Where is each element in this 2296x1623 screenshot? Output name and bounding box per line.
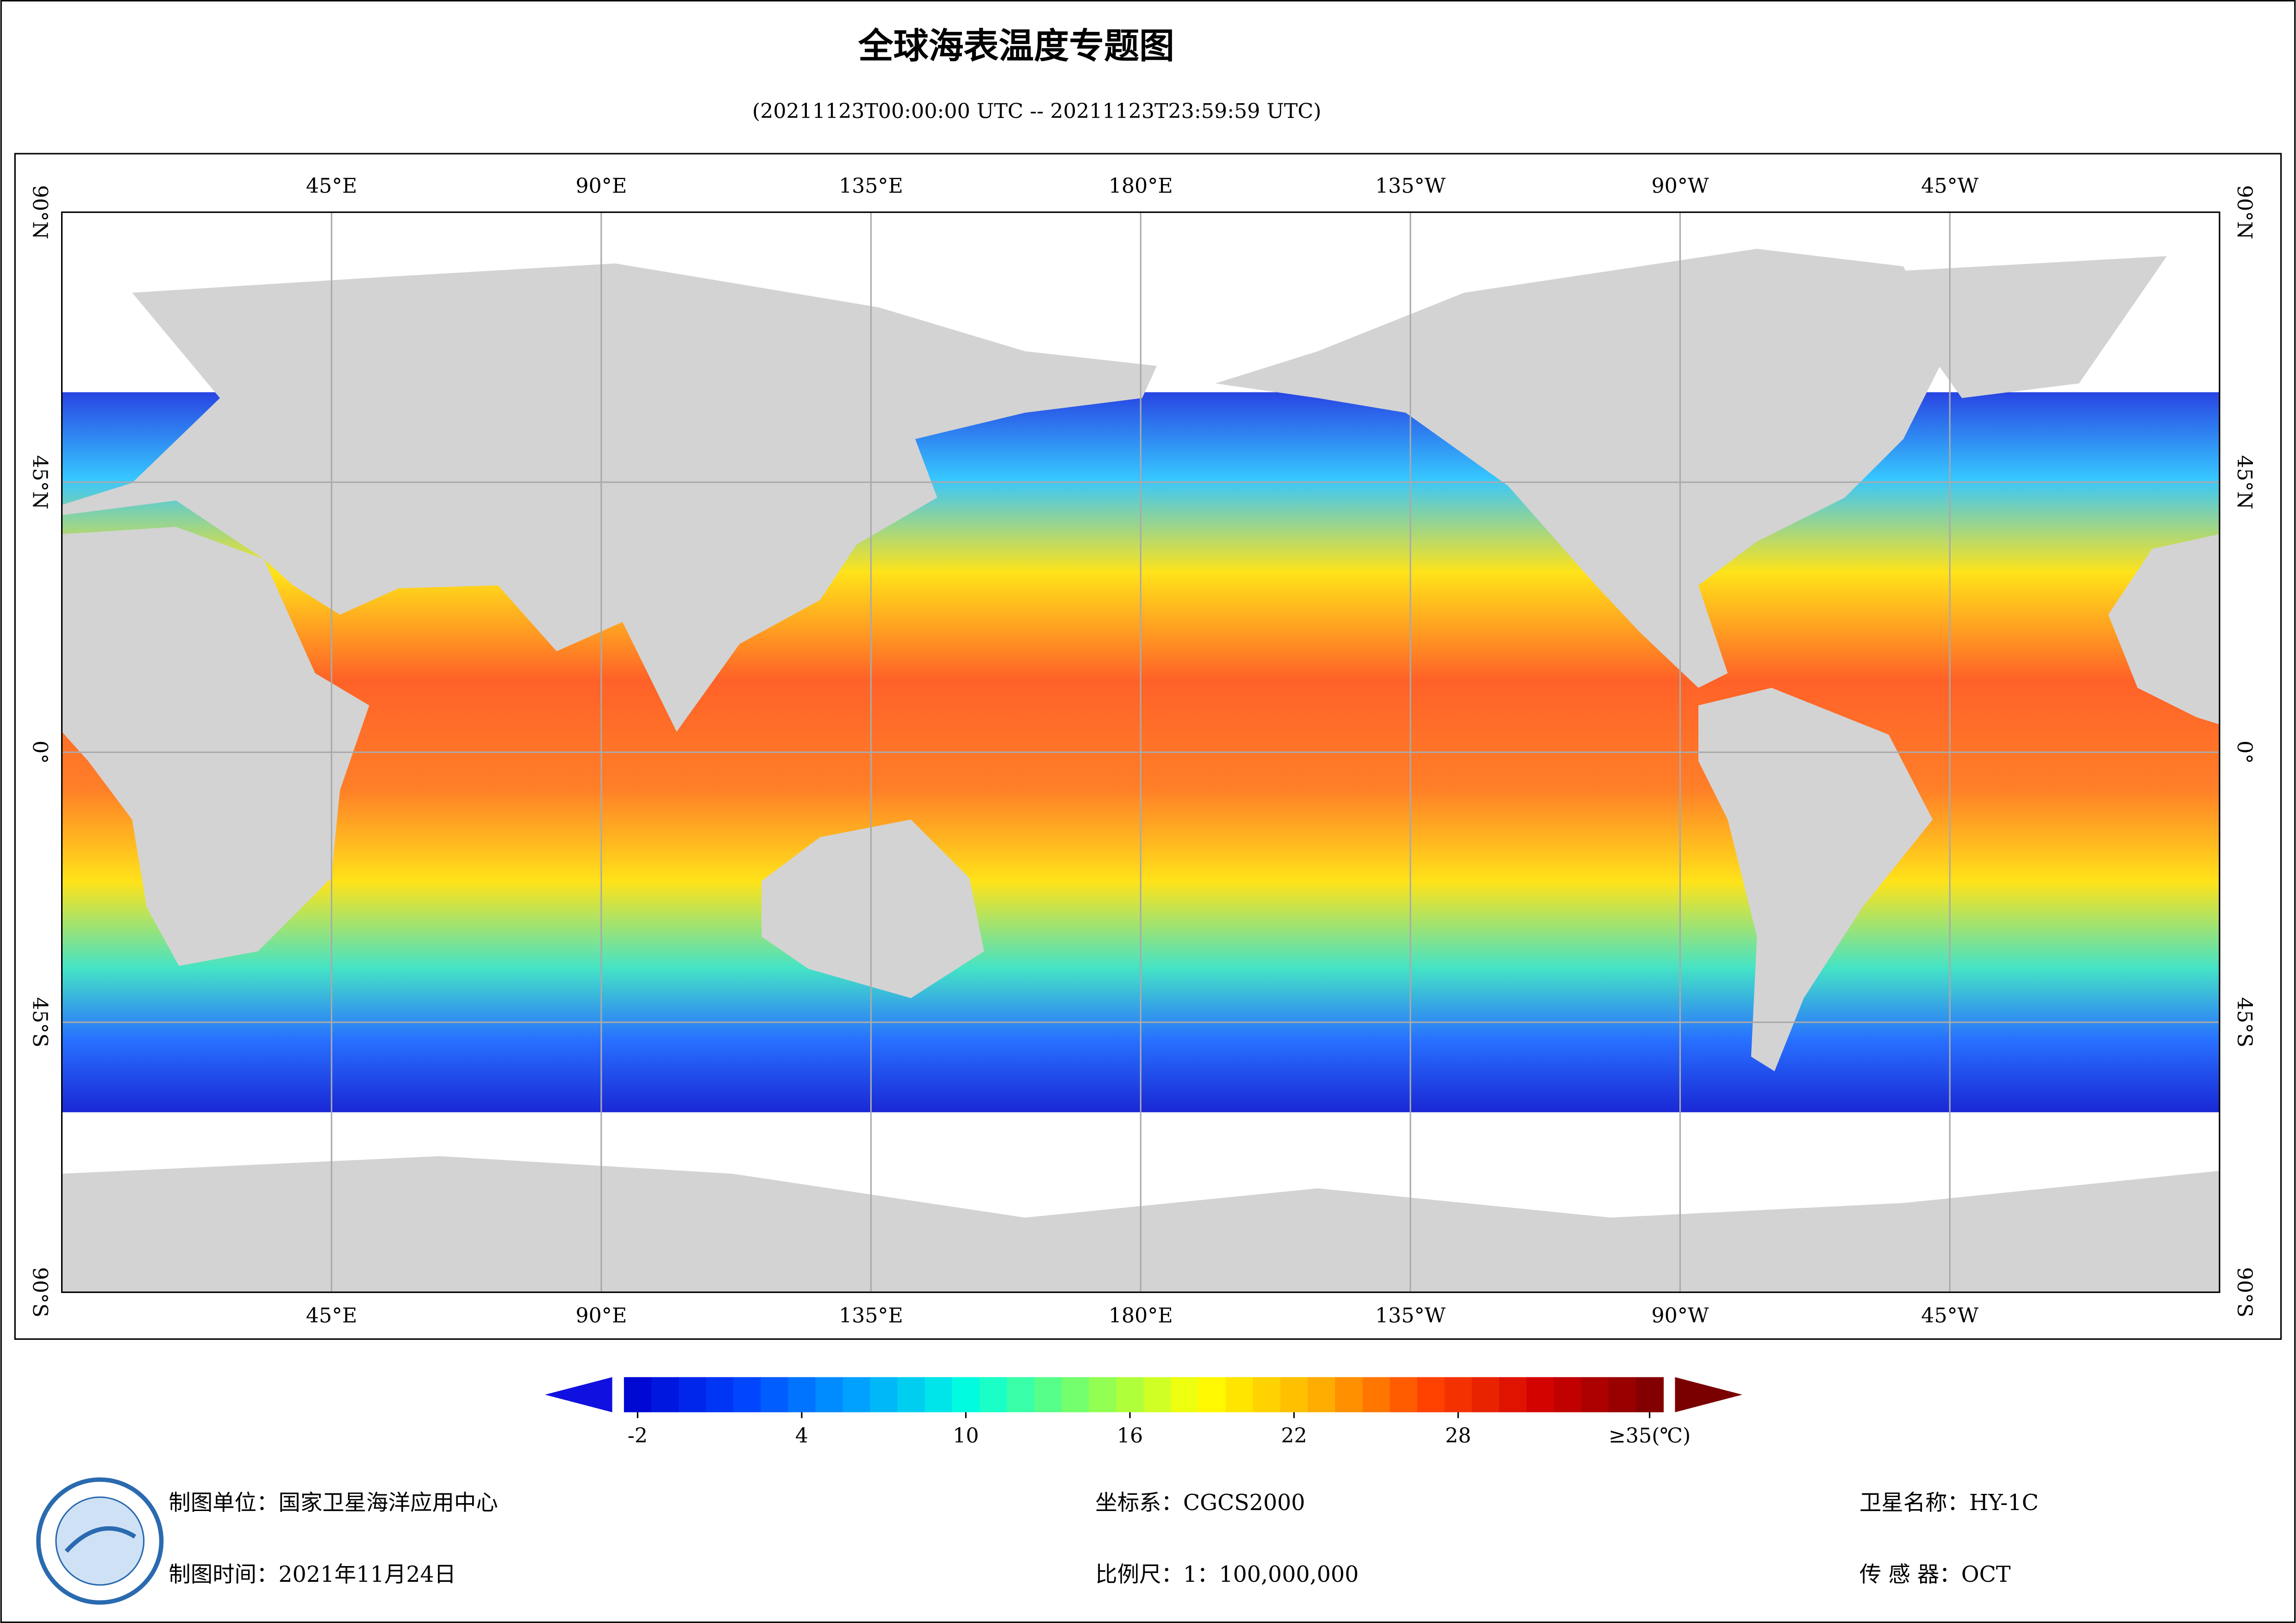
colorbar-swatch (870, 1377, 898, 1412)
colorbar-swatch (1526, 1377, 1554, 1412)
colorbar-tick-label: 4 (795, 1424, 808, 1448)
colorbar-swatch (924, 1377, 953, 1412)
colorbar-swatch (815, 1377, 843, 1412)
colorbar-swatch (897, 1377, 925, 1412)
x-tick-label: 90°E (575, 174, 627, 198)
y-tick-label: 90°N (28, 185, 51, 239)
colorbar-swatch (842, 1377, 871, 1412)
colorbar-swatch (980, 1377, 1008, 1412)
x-tick-label: 45°W (1921, 174, 1978, 198)
subtitle: (20211123T00:00:00 UTC -- 20211123T23:59… (752, 99, 1321, 123)
colorbar-swatch (1608, 1377, 1636, 1412)
land-north-america (1215, 249, 1947, 688)
x-tick-label-bottom: 45°E (306, 1304, 357, 1328)
colorbar-tick-label: 16 (1117, 1424, 1143, 1448)
colorbar-swatch (651, 1377, 680, 1412)
colorbar-swatch (1034, 1377, 1062, 1412)
date: 制图时间：2021年11月24日 (168, 1562, 456, 1587)
sensor: 传 感 器：OCT (1859, 1562, 2011, 1587)
map-frame (14, 153, 2282, 1340)
colorbar-swatch (1554, 1377, 1582, 1412)
y-tick-label: 45°S (28, 997, 51, 1047)
land-greenland (1903, 256, 2167, 398)
x-tick-label: 135°W (1375, 174, 1446, 198)
colorbar-swatch (788, 1377, 816, 1412)
colorbar-swatch (1225, 1377, 1254, 1412)
colorbar-over-arrow (1675, 1377, 1742, 1412)
colorbar-tick-label: 28 (1445, 1424, 1471, 1448)
colorbar-swatch (1061, 1377, 1090, 1412)
colorbar-swatch (1007, 1377, 1035, 1412)
colorbar-swatch (1417, 1377, 1445, 1412)
colorbar-tick-label: 22 (1281, 1424, 1307, 1448)
colorbar-swatch (1198, 1377, 1226, 1412)
x-tick-label-bottom: 135°W (1375, 1304, 1446, 1328)
colorbar-swatch (1280, 1377, 1308, 1412)
x-tick-label: 180°E (1109, 174, 1173, 198)
y-tick-label-right: 90°N (2233, 185, 2256, 239)
producer: 制图单位：国家卫星海洋应用中心 (168, 1490, 498, 1516)
colorbar-swatch (1636, 1377, 1664, 1412)
colorbar-swatch (1171, 1377, 1199, 1412)
colorbar-swatch (1581, 1377, 1609, 1412)
land-australia (761, 819, 984, 998)
x-tick-label: 135°E (839, 174, 903, 198)
colorbar-swatch (952, 1377, 980, 1412)
colorbar-swatch (1089, 1377, 1117, 1412)
x-tick-label-bottom: 180°E (1109, 1304, 1173, 1328)
colorbar-tick-label: -2 (628, 1424, 648, 1448)
colorbar-swatch (761, 1377, 789, 1412)
scale: 比例尺：1：100,000,000 (1095, 1562, 1359, 1587)
colorbar-tick-label: 10 (953, 1424, 979, 1448)
colorbar-swatch (679, 1377, 707, 1412)
colorbar-swatch (1308, 1377, 1336, 1412)
colorbar-tick-label: ≥35(℃) (1609, 1424, 1691, 1448)
logo (36, 1477, 164, 1605)
crs: 坐标系：CGCS2000 (1095, 1490, 1305, 1516)
y-tick-label: 90°S (28, 1267, 51, 1318)
map-border (61, 211, 2221, 1293)
colorbar-swatch (1472, 1377, 1500, 1412)
y-tick-label-right: 0° (2233, 740, 2256, 764)
map (61, 211, 2221, 1293)
colorbar-swatch (1362, 1377, 1391, 1412)
colorbar-swatch (1335, 1377, 1363, 1412)
land-south-america (1698, 688, 1933, 1071)
land-eurasia (62, 263, 1157, 732)
colorbar-swatch (1253, 1377, 1281, 1412)
colorbar-swatch (1390, 1377, 1418, 1412)
colorbar-swatch (1444, 1377, 1472, 1412)
satellite: 卫星名称：HY-1C (1859, 1490, 2039, 1516)
y-tick-label: 0° (28, 740, 51, 764)
x-tick-label-bottom: 45°W (1921, 1304, 1978, 1328)
colorbar-swatch (1143, 1377, 1172, 1412)
y-tick-label-right: 45°N (2233, 455, 2256, 509)
y-tick-label: 45°N (28, 455, 51, 509)
y-tick-label-right: 45°S (2233, 997, 2256, 1047)
land-africa (62, 527, 2220, 966)
x-tick-label-bottom: 90°E (575, 1304, 627, 1328)
x-tick-label-bottom: 90°W (1652, 1304, 1709, 1328)
colorbar-swatch (706, 1377, 734, 1412)
title: 全球海表温度专题图 (858, 25, 1174, 66)
colorbar: -2 4 10 16 22 28 ≥35(℃) (545, 1377, 1742, 1448)
colorbar-swatch (1116, 1377, 1144, 1412)
colorbar-swatch (733, 1377, 761, 1412)
x-tick-label: 45°E (306, 174, 357, 198)
y-tick-label-right: 90°S (2233, 1267, 2256, 1318)
x-tick-label: 90°W (1652, 174, 1709, 198)
colorbar-swatch (1499, 1377, 1527, 1412)
x-tick-label-bottom: 135°E (839, 1304, 903, 1328)
colorbar-swatch (624, 1377, 652, 1412)
colorbar-under-arrow (545, 1377, 612, 1412)
